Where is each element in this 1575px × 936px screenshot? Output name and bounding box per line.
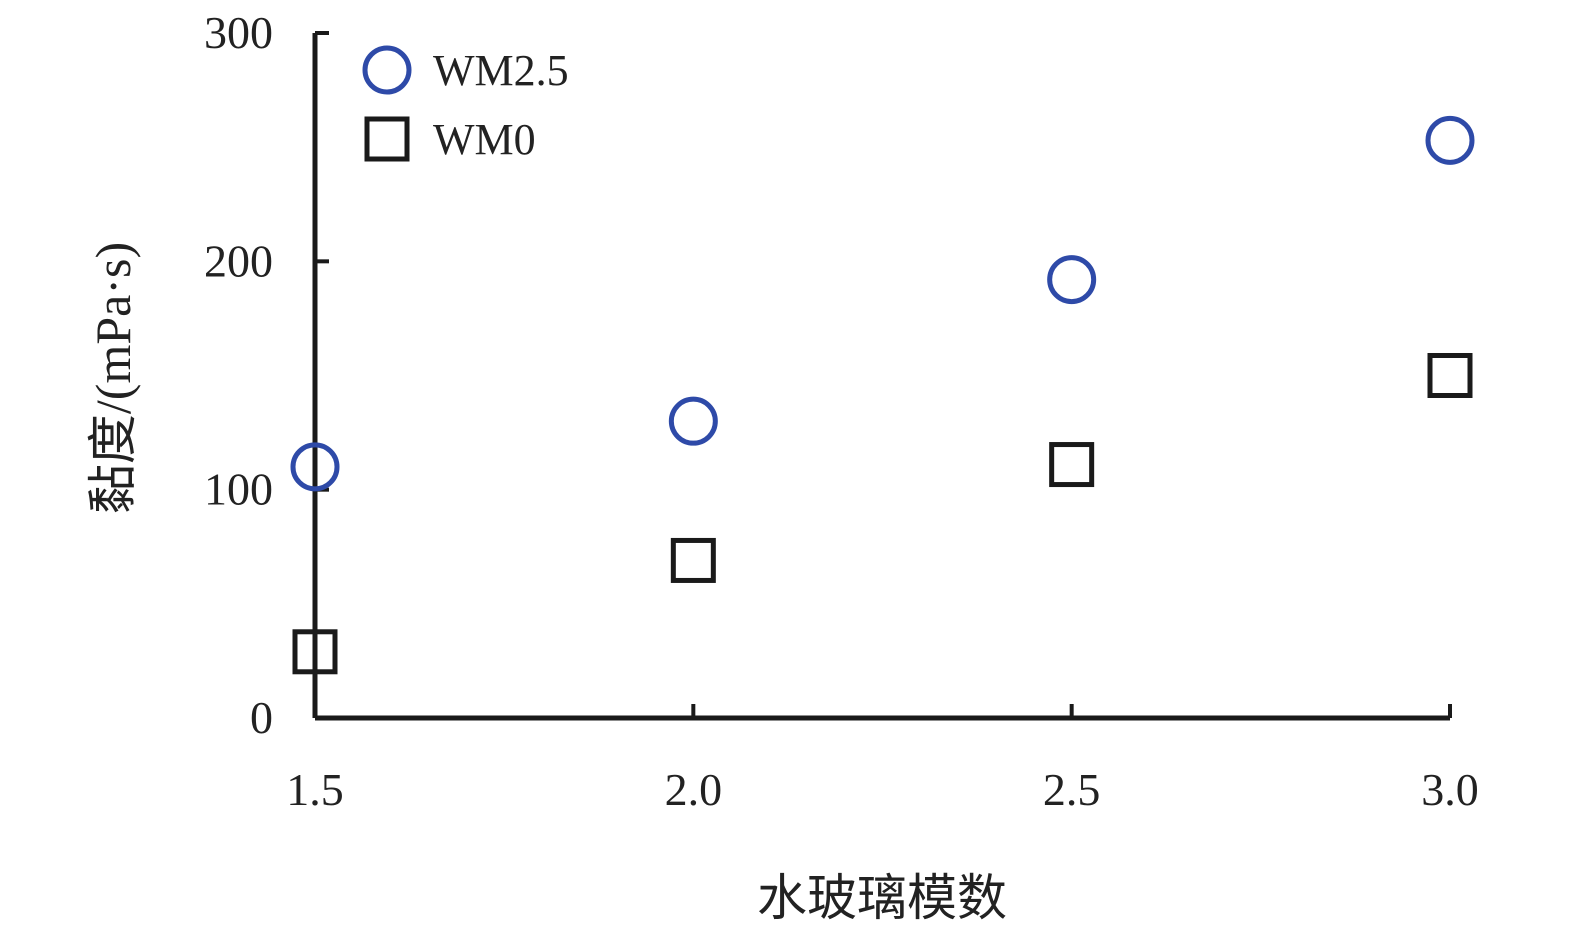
legend-label: WM0 bbox=[433, 115, 536, 164]
data-point-wm2-5 bbox=[1047, 255, 1097, 305]
legend-marker-circle bbox=[362, 45, 412, 95]
data-point-wm2-5 bbox=[668, 396, 718, 446]
data-point-wm0 bbox=[1427, 353, 1473, 398]
data-point-wm0 bbox=[1049, 442, 1095, 488]
data-point-wm0 bbox=[670, 537, 716, 583]
legend: WM2.5 WM0 bbox=[362, 45, 569, 164]
x-tick-label: 2.0 bbox=[665, 764, 723, 815]
y-tick-label: 0 bbox=[250, 692, 273, 743]
legend-label: WM2.5 bbox=[433, 46, 569, 95]
y-tick-label: 200 bbox=[204, 235, 273, 286]
y-tick-label: 300 bbox=[204, 7, 273, 58]
x-tick-label: 1.5 bbox=[286, 764, 344, 815]
axes: 0 100 200 300 1.5 2.0 2.5 3.0 bbox=[204, 7, 1479, 815]
legend-marker-square bbox=[364, 116, 410, 162]
data-markers bbox=[290, 115, 1475, 675]
x-tick-label: 3.0 bbox=[1421, 764, 1479, 815]
y-tick-label: 100 bbox=[204, 464, 273, 515]
data-point-wm2-5 bbox=[290, 442, 340, 492]
x-tick-label: 2.5 bbox=[1043, 764, 1101, 815]
x-axis-title: 水玻璃模数 bbox=[757, 870, 1007, 926]
x-axis-ticks: 1.5 2.0 2.5 3.0 bbox=[286, 704, 1479, 815]
y-axis-title: 黏度/(mPa·s) bbox=[85, 242, 141, 514]
data-point-wm2-5 bbox=[1425, 115, 1475, 165]
data-point-wm0 bbox=[292, 629, 338, 675]
